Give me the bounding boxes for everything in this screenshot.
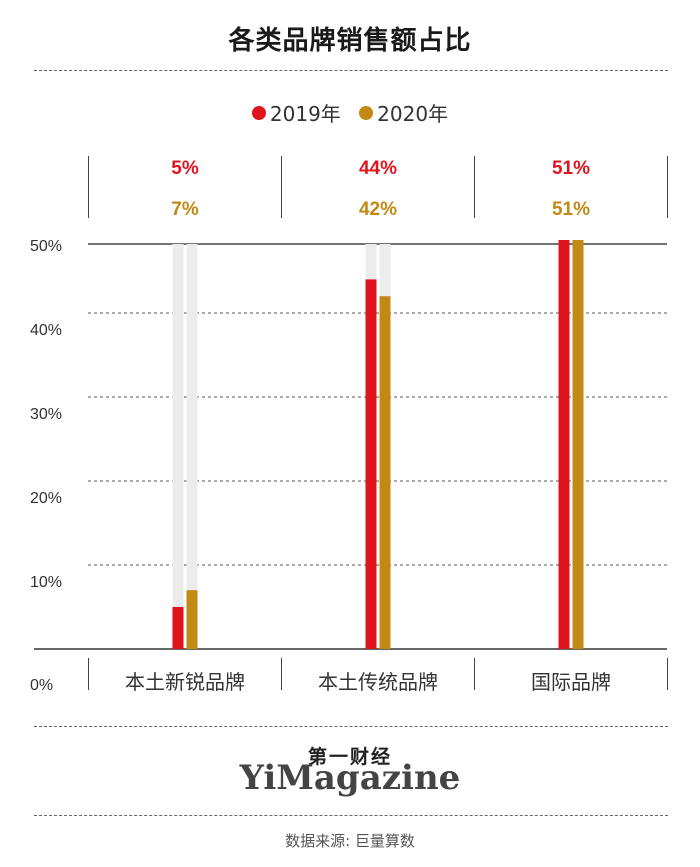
y-tick-label: 50% [30,238,62,255]
bar-track [172,244,184,649]
legend-label-2019: 2019年 [269,102,341,126]
bar-2020年-本土传统品牌 [379,296,391,649]
data-label-2019-cat2: 51% [551,158,591,179]
header-divider [88,156,89,218]
bar-2020年-本土新锐品牌 [186,590,198,649]
bar-chart: 0% 10% 20% 30% 40% 50% [30,238,667,694]
y-tick-label: 0% [30,677,53,694]
header-divider [667,156,668,218]
data-label-2020-cat1: 42% [358,199,398,220]
data-label-2019-cat1: 44% [358,158,398,179]
brand-logo-cn: 第一财经 [307,746,392,768]
bar-2019年-本土传统品牌 [365,279,377,649]
legend-dot-2019 [251,105,266,120]
data-label-2019-cat0: 5% [171,158,199,179]
legend-item-2020: 2020年 [359,98,448,127]
bar-2020年-国际品牌 [572,240,584,649]
bar-track [186,244,198,649]
category-divider [667,658,668,690]
legend-item-2019: 2019年 [251,98,341,127]
category-label-1: 本土传统品牌 [318,670,438,694]
bar-2019年-本土新锐品牌 [172,607,184,649]
data-label-2020-cat0: 7% [171,199,199,220]
y-tick-label: 20% [30,490,62,507]
bar-2019年-国际品牌 [558,240,570,649]
legend: 2019年 2020年 [0,98,700,127]
category-divider [88,658,89,690]
legend-label-2020: 2020年 [377,102,449,126]
data-source: 数据来源: 巨量算数 [285,832,415,850]
header-divider [474,156,475,218]
legend-dot-2020 [359,105,374,120]
y-tick-label: 40% [30,322,62,339]
category-divider [474,658,475,690]
data-label-2020-cat2: 51% [551,199,591,220]
chart-title: 各类品牌销售额占比 [228,26,472,56]
category-label-0: 本土新锐品牌 [125,670,245,694]
divider-footer [34,815,668,816]
category-label-2: 国际品牌 [531,670,611,694]
divider-top [34,70,668,71]
header-divider [281,156,282,218]
brand-logo-en: YiMagazine [239,758,461,798]
y-tick-label: 30% [30,406,62,423]
y-tick-label: 10% [30,574,62,591]
divider-bottom [34,726,668,727]
category-divider [281,658,282,690]
